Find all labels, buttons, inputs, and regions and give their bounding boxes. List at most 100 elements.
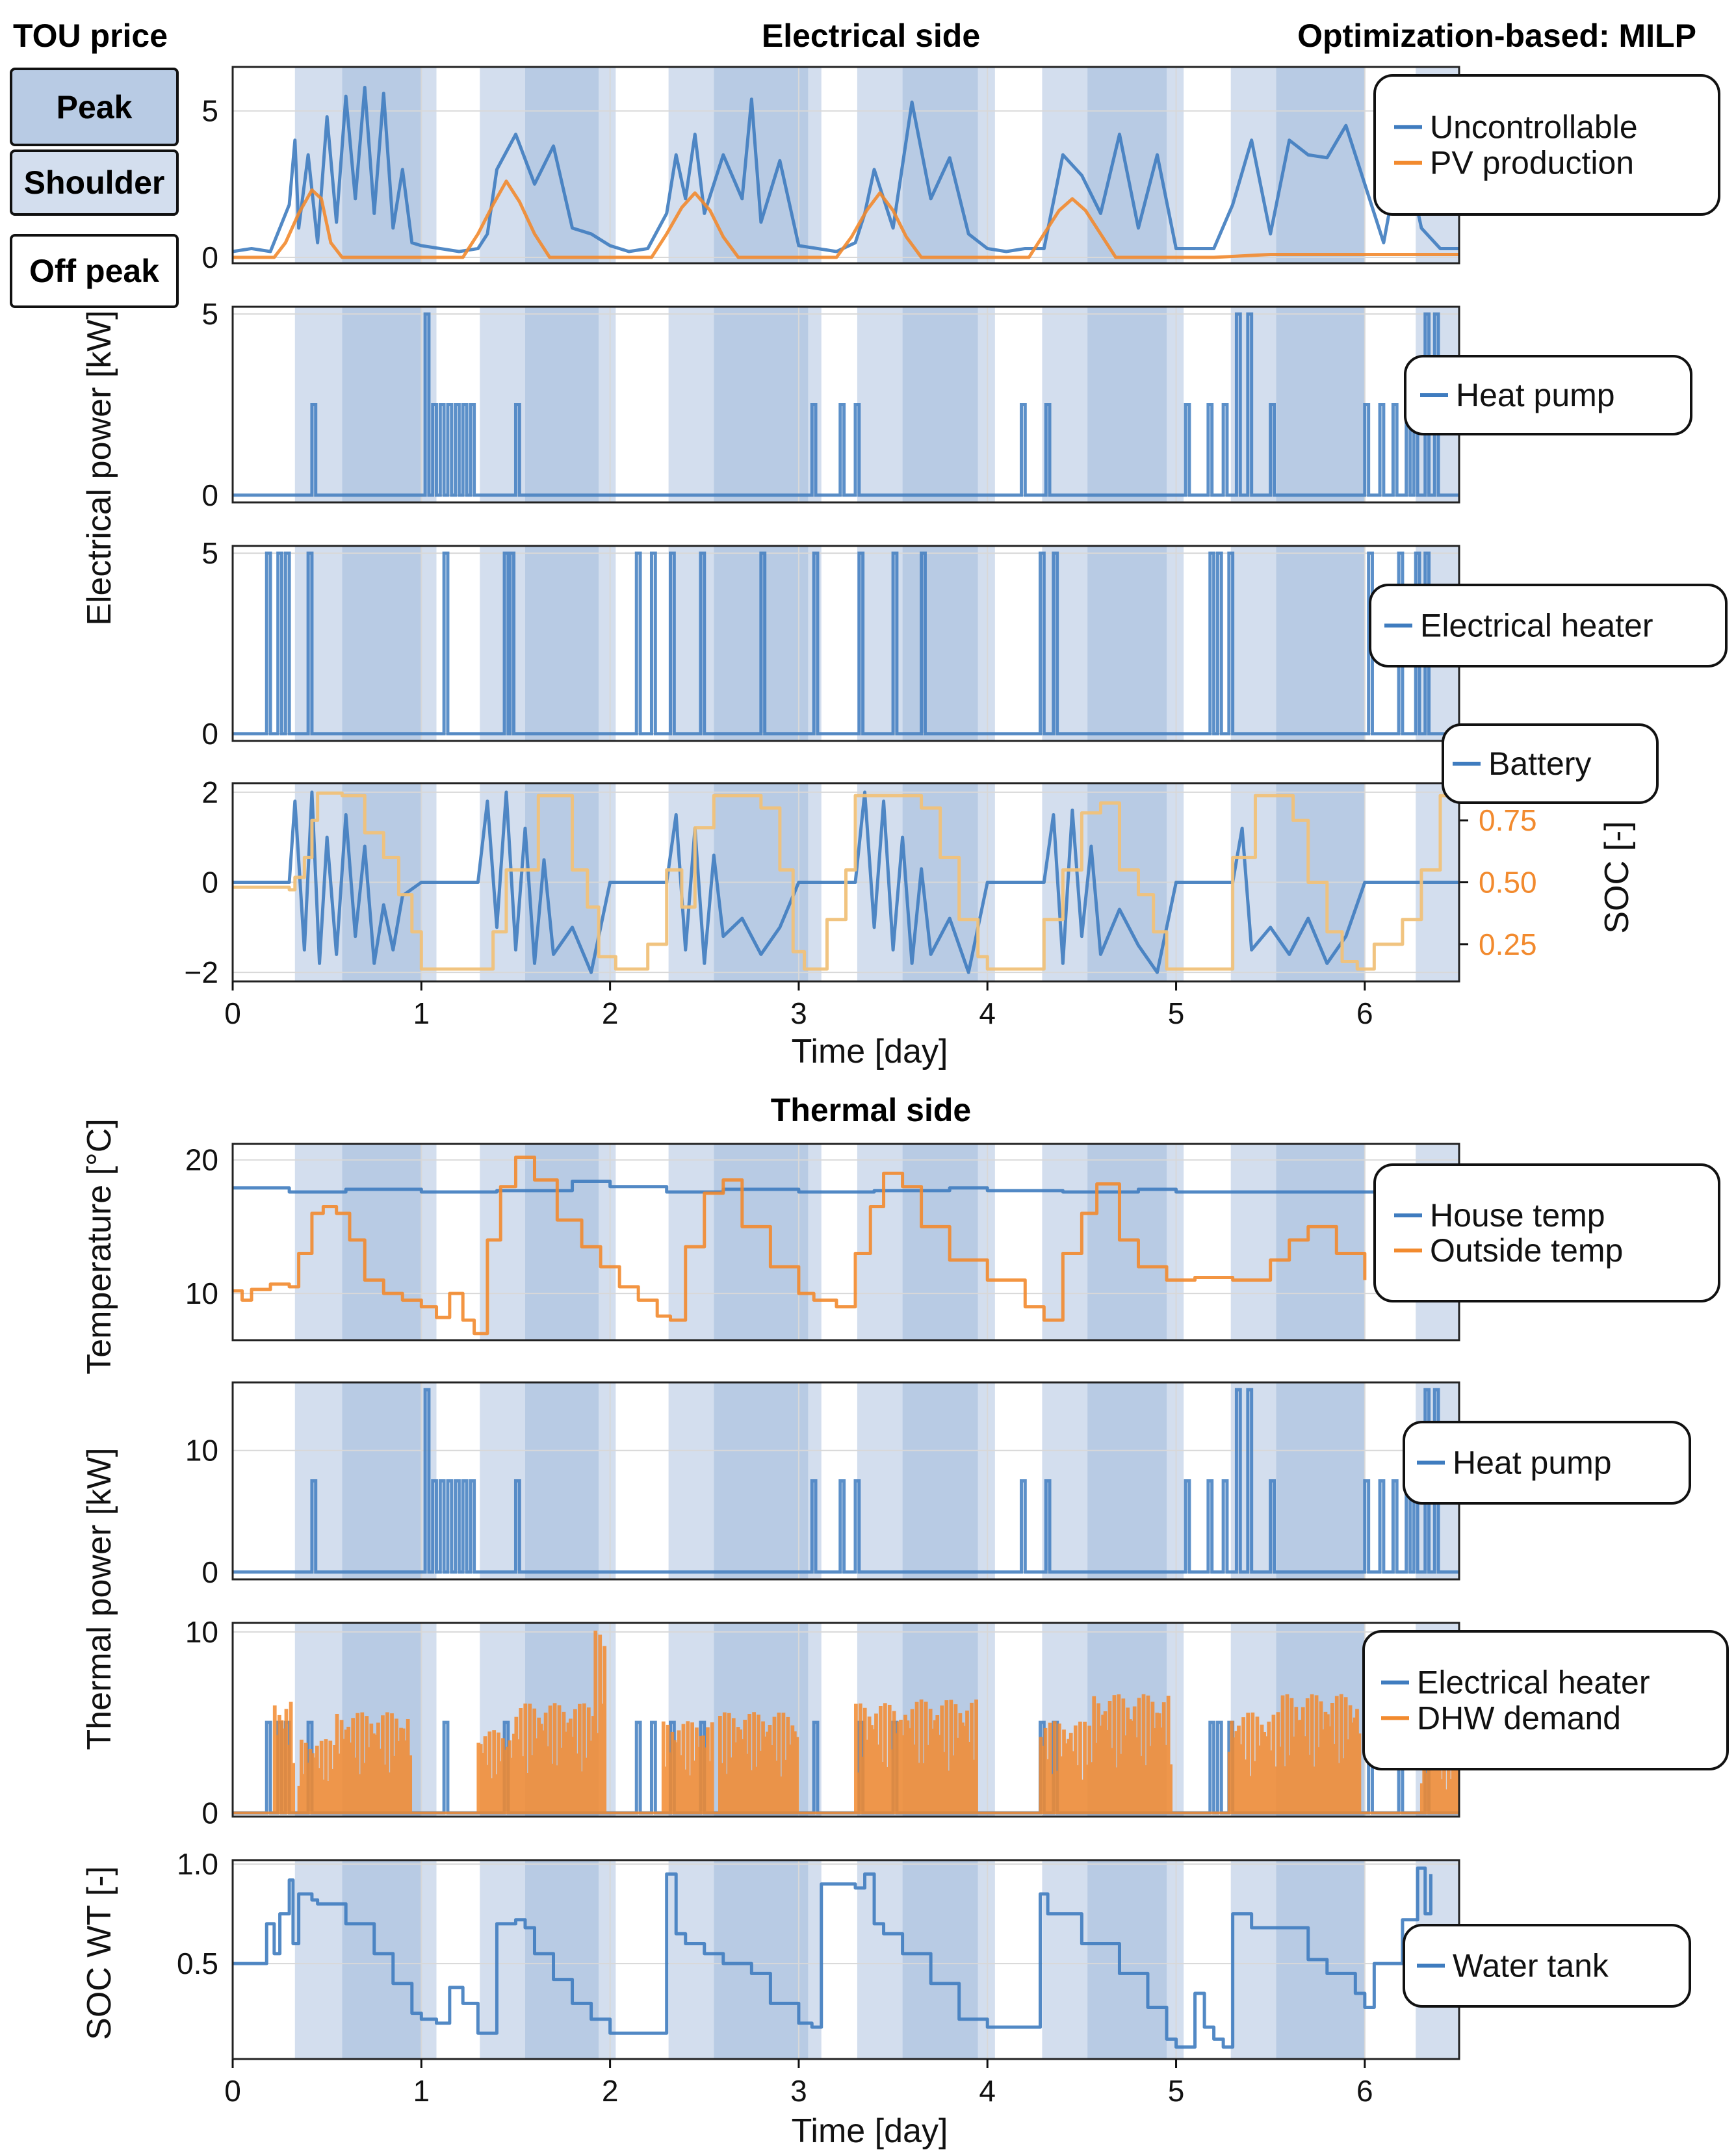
tou-band-peak-1	[525, 1860, 599, 2059]
tou-band-shoulder_late-0	[421, 546, 437, 741]
ytick-label: 2	[201, 775, 218, 809]
legend-heat_pump_th: Heat pump	[1403, 1421, 1691, 1505]
tou-band-peak-2	[714, 67, 809, 263]
legend-box	[1403, 1421, 1691, 1505]
series-line-battery	[233, 790, 1459, 974]
ytick-label: 0.5	[177, 1947, 218, 1980]
tou-band-peak-4	[1087, 1860, 1167, 2059]
tou-band-shoulder_late-0	[421, 1144, 437, 1340]
series-line-outside-temp	[233, 1156, 1367, 1336]
tou-band-peak-4	[1087, 307, 1167, 502]
xtick-label: 4	[979, 996, 996, 1030]
tou-band-peak-2	[714, 1860, 809, 2059]
tou-band-peak-1	[525, 1144, 599, 1340]
panel-uncontrollable: 05	[201, 66, 1460, 274]
legend-box	[1403, 1924, 1691, 2008]
ytick-label: 10	[185, 1615, 218, 1649]
tou-band-peak-1	[525, 1382, 599, 1579]
ytick-label: −2	[185, 955, 218, 989]
tou-band-peak-0	[342, 546, 422, 741]
tou-band-peak-2	[714, 307, 809, 502]
tou-band-peak-5	[1276, 1382, 1365, 1579]
tou-band-shoulder_late-1	[599, 1382, 616, 1579]
tou-band-shoulder-0	[294, 1860, 343, 2059]
ytick-label: 10	[185, 1276, 218, 1310]
tou-band-shoulder-4	[1042, 1860, 1088, 2059]
xtick-label: 6	[1356, 2074, 1373, 2108]
tou-band-shoulder_late-1	[599, 307, 616, 502]
tou-band-shoulder_late-1	[599, 67, 616, 263]
tou-band-shoulder-2	[668, 307, 714, 502]
tou-band-peak-4	[1087, 1144, 1167, 1340]
tou-band-shoulder_late-0	[421, 1623, 437, 1817]
tou-band-shoulder_late-3	[978, 1144, 995, 1340]
tou-band-shoulder-3	[857, 546, 903, 741]
series-line-uncontrollable	[232, 86, 1459, 253]
legend-box	[1373, 74, 1720, 216]
tou-band-peak-0	[342, 1382, 422, 1579]
tou-band-peak-3	[902, 1860, 978, 2059]
tou-band-shoulder-4	[1042, 546, 1088, 741]
ytick-label: 1.0	[177, 1847, 218, 1881]
tou-offpeak-swatch	[10, 234, 179, 308]
xtick-label: 1	[413, 996, 430, 1030]
ytick-label: 0	[201, 1555, 218, 1589]
tou-band-shoulder_late-1	[599, 1144, 616, 1340]
tou-band-peak-2	[714, 1144, 809, 1340]
tou-shoulder-swatch	[10, 149, 179, 216]
tou-band-shoulder_late-1	[599, 1860, 616, 2059]
xtick-label: 3	[790, 996, 807, 1030]
tou-offpeak-label: Off peak	[29, 253, 159, 289]
xtick-label: 5	[1168, 996, 1185, 1030]
panel-heat_pump_th: 0 10	[185, 1381, 1460, 1589]
soc-label: SOC [-]	[1598, 821, 1636, 933]
electrical-power-label: Electrical power [kW]	[81, 310, 118, 625]
tou-band-shoulder_late-2	[808, 67, 822, 263]
ytick-label: 5	[201, 94, 218, 128]
tou-band-shoulder-5	[1230, 1382, 1276, 1579]
axes-frame	[231, 782, 1460, 983]
series-pulses-heat-pump	[233, 312, 1459, 497]
tou-band-shoulder_late-4	[1167, 1860, 1184, 2059]
tou-band-shoulder_late-4	[1167, 1144, 1184, 1340]
tou-band-shoulder-5	[1230, 307, 1276, 502]
y2tick-label: 0.25	[1479, 927, 1537, 961]
tou-band-peak-3	[902, 546, 978, 741]
tou-band-shoulder-2	[668, 1144, 714, 1340]
tou-shoulder-label: Shoulder	[24, 164, 165, 201]
tou-band-shoulder_late-3	[978, 67, 995, 263]
legend-box	[1362, 1630, 1729, 1770]
series-pulses-electrical-heater	[233, 551, 1459, 736]
ytick-label: 20	[185, 1143, 218, 1177]
series-pulses-heat-pump	[233, 1388, 1459, 1574]
legend-label: Battery	[1488, 745, 1591, 782]
tou-band-shoulder-5	[1230, 1144, 1276, 1340]
series-line-water-tank	[233, 1866, 1432, 2049]
legend-label: Water tank	[1453, 1948, 1609, 1984]
tou-band-shoulder_late-3	[978, 307, 995, 502]
tou-band-shoulder_late-4	[1167, 307, 1184, 502]
series-line-pv-production	[233, 179, 1459, 259]
tou-legend: Peak Shoulder Off peak	[10, 68, 179, 308]
tou-band-shoulder-3	[857, 1382, 903, 1579]
legend-box	[1369, 584, 1728, 667]
panel-thermal_heater_dhw: 0 10	[185, 1615, 1460, 1830]
series-bursts-dhw-demand	[233, 1630, 1460, 1815]
electrical-title: Electrical side	[762, 18, 980, 54]
ytick-label: 0	[201, 866, 218, 900]
tou-band-shoulder-1	[480, 546, 525, 741]
xtick-label: 0	[224, 996, 241, 1030]
xtick-label: 3	[790, 2074, 807, 2108]
tou-band-shoulder_late-4	[1167, 67, 1184, 263]
legend-label: Electrical heater	[1420, 608, 1653, 644]
tou-band-shoulder_late-0	[421, 1860, 437, 2059]
tou-band-shoulder-0	[294, 1144, 343, 1340]
y2tick-label: 0.50	[1479, 866, 1537, 900]
tou-band-shoulder-2	[668, 1382, 714, 1579]
xtick-label: 0	[224, 2074, 241, 2108]
tou-band-shoulder-3	[857, 67, 903, 263]
legend-box	[1442, 723, 1659, 804]
